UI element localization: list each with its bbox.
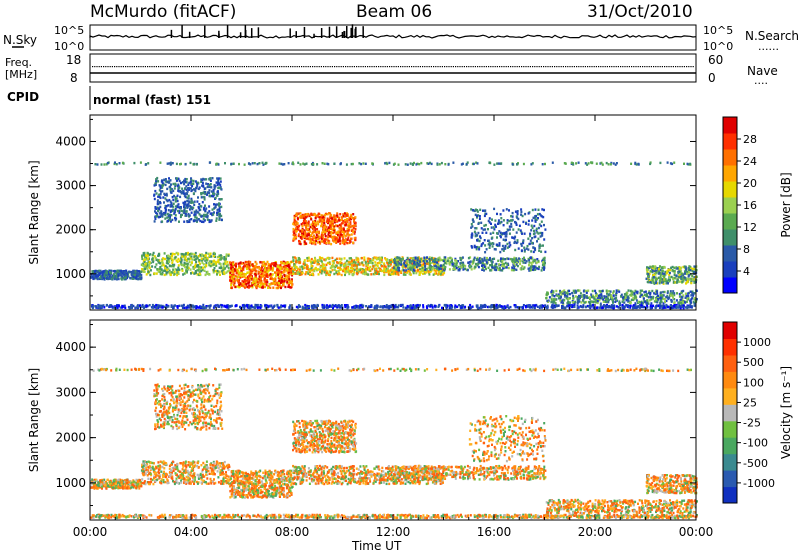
x-tick-label: 20:00 (578, 525, 613, 539)
nsky-label: N.Sky (3, 33, 37, 47)
cpid-panel: CPID normal (fast) 151 (7, 86, 211, 110)
x-axis-label: Time UT (351, 539, 402, 553)
colorbar-swatch (723, 470, 737, 487)
x-tick-label: 12:00 (376, 525, 411, 539)
y-tick-label: 1000 (55, 476, 86, 490)
date-title: 31/Oct/2010 (587, 2, 693, 22)
y-axis-label: Slant Range [km] (27, 160, 41, 264)
colorbar-swatch (723, 165, 737, 182)
y-tick-label: 1000 (55, 267, 86, 281)
colorbar-swatch (723, 261, 737, 278)
colorbar-swatch (723, 404, 737, 421)
y-tick-label: 4000 (55, 340, 86, 354)
velocity-panel: 1000 2000 3000 4000 00:00 04:00 08:00 12:00 16:0… (27, 320, 793, 539)
colorbar-tick-label: -500 (743, 457, 768, 470)
colorbar-tick-label: 25 (743, 396, 757, 409)
y-tick-label: 3000 (55, 385, 86, 399)
colorbar-swatch (723, 487, 737, 504)
x-tick-label: 08:00 (275, 525, 310, 539)
freq-panel: Freq. [MHz] 18 8 60 0 Nave .... (5, 53, 778, 87)
y-axis-label: Slant Range [km] (27, 368, 41, 472)
colorbar-swatch (723, 133, 737, 150)
colorbar-tick-label: 16 (743, 199, 757, 212)
colorbar-tick-label: 12 (743, 221, 757, 234)
nsearch-dots: ...... (758, 40, 779, 53)
y-tick-label: 4000 (55, 134, 86, 148)
station-title: McMurdo (fitACF) (90, 2, 236, 22)
colorbar-tick-label: 8 (743, 243, 750, 256)
colorbar-tick-label: -25 (743, 417, 761, 430)
x-tick-label: 16:00 (477, 525, 512, 539)
colorbar-tick-label: 4 (743, 265, 750, 278)
nsearch-tick-top: 10^5 (703, 24, 733, 37)
colorbar-tick-label: 24 (743, 155, 757, 168)
nsky-tick-top: 10^5 (54, 24, 84, 37)
y-tick-label: 2000 (55, 431, 86, 445)
colorbar-tick-label: 28 (743, 133, 757, 146)
colorbar-swatch (723, 197, 737, 214)
colorbar-swatch (723, 245, 737, 262)
nave-dots: .... (754, 74, 768, 87)
nsky-tick-bottom: 10^0 (54, 40, 84, 53)
nsky-panel: N.Sky 10^5 10^0 10^5 10^0 N.Search .....… (3, 24, 799, 53)
colorbar-swatch (723, 437, 737, 454)
power-panel: 1000 2000 3000 4000 Slant Range [km] 28 24 20 16… (27, 115, 793, 310)
colorbar-tick-label: -1000 (743, 477, 775, 490)
freq-tick-bottom: 8 (70, 71, 78, 85)
freq-unit: [MHz] (5, 68, 37, 81)
colorbar-label: Power [dB] (779, 172, 793, 237)
colorbar-swatch (723, 388, 737, 405)
nsearch-tick-bottom: 10^0 (703, 40, 733, 53)
freq-tick-top: 18 (66, 53, 81, 67)
y-tick-label: 2000 (55, 223, 86, 237)
colorbar-swatch (723, 454, 737, 471)
x-tick-label: 00:00 (679, 525, 714, 539)
beam-title: Beam 06 (356, 2, 432, 22)
colorbar-swatch (723, 339, 737, 356)
colorbar-swatch (723, 277, 737, 294)
colorbar-swatch (723, 322, 737, 339)
colorbar-swatch (723, 149, 737, 166)
colorbar-swatch (723, 117, 737, 134)
colorbar-tick-label: -100 (743, 437, 768, 450)
colorbar-swatch (723, 371, 737, 388)
colorbar-swatch (723, 213, 737, 230)
cpid-label: CPID (7, 90, 39, 104)
y-tick-label: 3000 (55, 179, 86, 193)
colorbar-tick-label: 1000 (743, 336, 771, 349)
colorbar-tick-label: 500 (743, 356, 764, 369)
x-tick-label: 00:00 (73, 525, 108, 539)
nave-tick-top: 60 (708, 53, 723, 67)
colorbar-tick-label: 100 (743, 376, 764, 389)
colorbar-tick-label: 20 (743, 177, 757, 190)
colorbar-swatch (723, 421, 737, 438)
cpid-mode: normal (fast) 151 (93, 93, 211, 107)
colorbar-swatch (723, 355, 737, 372)
colorbar-swatch (723, 181, 737, 198)
colorbar-swatch (723, 229, 737, 246)
nave-tick-bottom: 0 (708, 71, 716, 85)
x-tick-label: 04:00 (174, 525, 209, 539)
colorbar-label: Velocity [m s⁻¹] (779, 366, 793, 459)
